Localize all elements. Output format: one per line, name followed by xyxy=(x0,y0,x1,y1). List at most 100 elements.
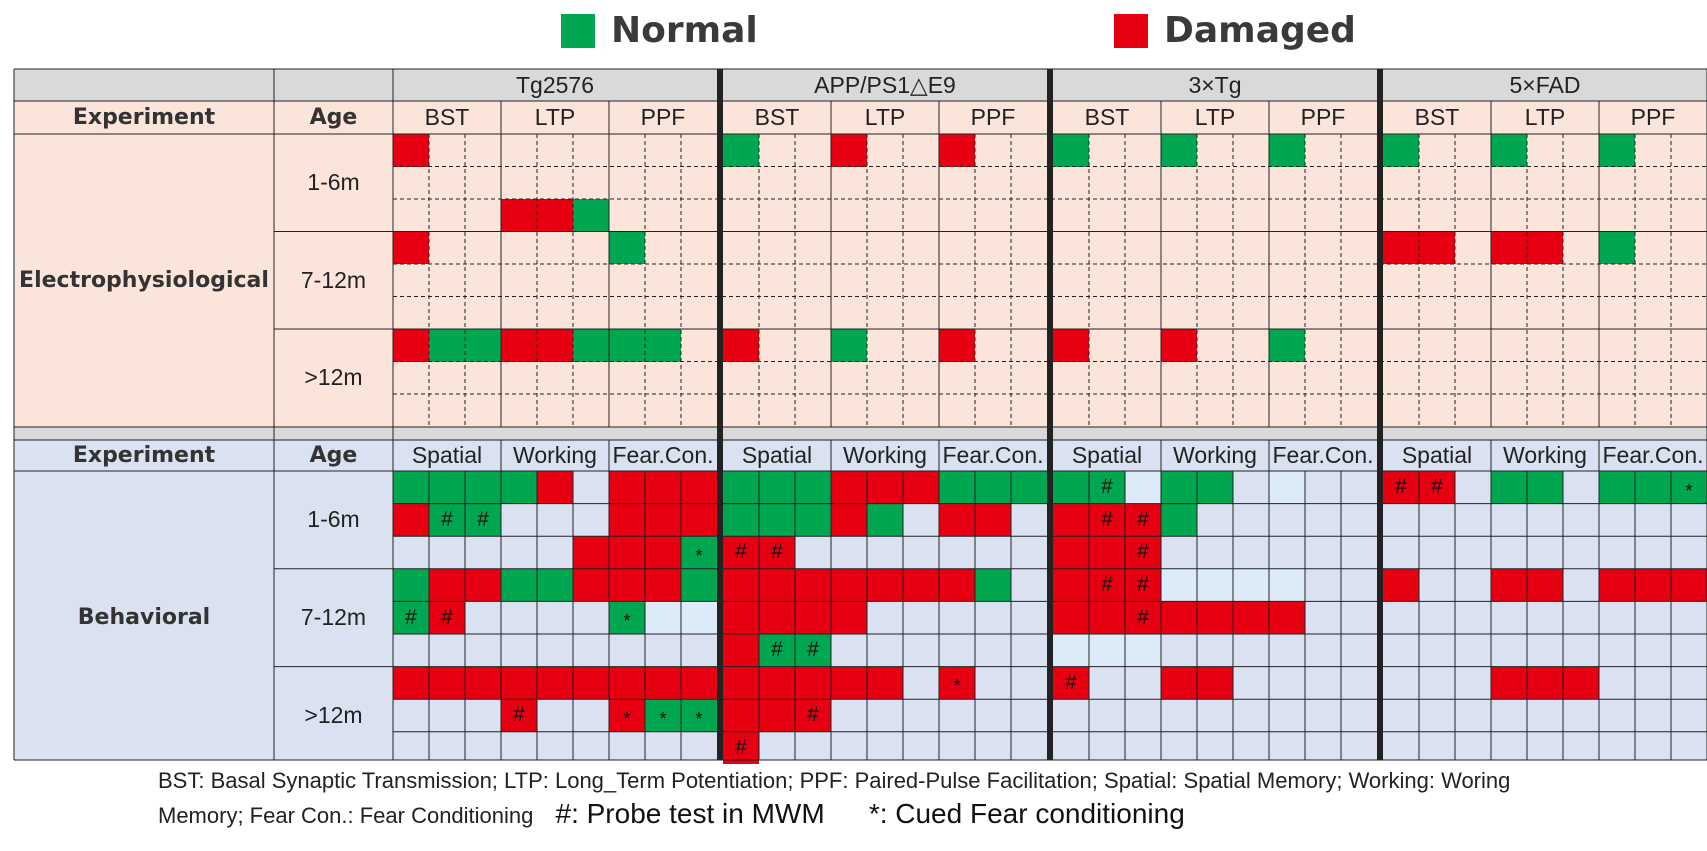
behavioral-cell xyxy=(759,699,795,732)
behavioral-cell xyxy=(429,503,465,537)
behavioral-section-label: Behavioral xyxy=(77,605,211,631)
footnote-cued-fear: *: Cued Fear conditioning xyxy=(868,798,1185,829)
behavioral-age-label: 1-6m xyxy=(307,506,360,533)
electro-cell xyxy=(465,329,501,362)
legend-damaged-label: Damaged xyxy=(1164,10,1356,51)
electro-cell xyxy=(1053,329,1089,362)
behavioral-cell xyxy=(645,503,681,537)
subcat-header: Working xyxy=(513,442,597,468)
hash-marker: # xyxy=(441,507,453,531)
hash-marker: # xyxy=(1101,507,1113,531)
behavioral-cell xyxy=(1089,471,1125,504)
electro-cell xyxy=(537,329,573,362)
behavioral-cell xyxy=(429,601,465,634)
behavioral-cell xyxy=(795,568,831,602)
behavioral-cell xyxy=(1053,601,1089,634)
electro-cell xyxy=(939,134,975,167)
behavioral-cell xyxy=(573,536,609,569)
behavioral-cell xyxy=(1197,601,1233,634)
subcat-header: Working xyxy=(1173,442,1257,468)
behavioral-cell xyxy=(1161,666,1197,700)
behavioral-cell xyxy=(1053,666,1089,700)
model-header: APP/PS1△E9 xyxy=(814,71,956,98)
behavioral-cell xyxy=(1383,471,1419,504)
footnotes: BST: Basal Synaptic Transmission; LTP: L… xyxy=(158,764,1698,832)
behavioral-cell xyxy=(1491,471,1527,504)
behavioral-cell xyxy=(681,699,717,732)
behavioral-cell xyxy=(867,503,903,537)
model-header: 5×FAD xyxy=(1509,71,1581,98)
behavioral-cell xyxy=(939,568,975,602)
subcat-header: Fear.Con. xyxy=(612,442,714,468)
behavioral-cell xyxy=(609,536,645,569)
electro-cell xyxy=(723,134,759,167)
subcat-header: BST xyxy=(424,104,470,130)
behavioral-cell xyxy=(723,666,759,700)
behavioral-cell xyxy=(573,666,609,700)
behavioral-cell xyxy=(831,568,867,602)
behavioral-cell xyxy=(1527,568,1563,602)
age-header: Age xyxy=(309,105,358,130)
legend-normal-label: Normal xyxy=(611,10,758,51)
behavioral-cell xyxy=(1419,471,1455,504)
behavioral-cell xyxy=(1053,568,1089,602)
behavioral-cell xyxy=(501,471,537,504)
hash-marker: # xyxy=(1137,507,1149,531)
behavioral-cell xyxy=(1491,568,1527,602)
behavioral-cell xyxy=(795,503,831,537)
behavioral-cell xyxy=(393,568,429,602)
behavioral-cell xyxy=(1671,471,1707,504)
behavioral-cell xyxy=(609,699,645,732)
behavioral-cell xyxy=(1125,471,1161,504)
behavioral-cell xyxy=(759,536,795,569)
behavioral-cell xyxy=(501,568,537,602)
behavioral-cell xyxy=(645,666,681,700)
electro-cell xyxy=(393,231,429,264)
behavioral-cell xyxy=(537,666,573,700)
electro-age-label: 1-6m xyxy=(307,169,360,196)
behavioral-cell xyxy=(723,601,759,634)
behavioral-age-label: 7-12m xyxy=(300,604,367,631)
behavioral-cell xyxy=(681,568,717,602)
legend-damaged-swatch xyxy=(1114,13,1148,48)
behavioral-cell xyxy=(645,568,681,602)
subcat-header: PPF xyxy=(640,104,686,130)
behavioral-cell xyxy=(1125,568,1161,602)
star-marker: * xyxy=(623,708,631,729)
behavioral-cell xyxy=(1527,471,1563,504)
subcat-header: PPF xyxy=(1630,104,1676,130)
behavioral-cell xyxy=(939,471,975,504)
electro-age-label: 7-12m xyxy=(300,266,367,293)
behavioral-cell xyxy=(1233,568,1269,602)
behavioral-cell xyxy=(1125,503,1161,537)
star-marker: * xyxy=(953,676,961,697)
legend-damaged: Damaged xyxy=(1114,10,1356,51)
hash-marker: # xyxy=(1137,540,1149,564)
behavioral-cell xyxy=(1383,568,1419,602)
behavioral-cell xyxy=(1125,634,1161,667)
behavioral-cell xyxy=(1635,471,1671,504)
hash-marker: # xyxy=(1137,573,1149,597)
behavioral-cell xyxy=(723,731,759,765)
behavioral-cell xyxy=(975,503,1011,537)
behavioral-cell xyxy=(681,666,717,700)
model-header: Tg2576 xyxy=(515,71,594,98)
behavioral-cell xyxy=(645,601,681,634)
behavioral-cell xyxy=(1269,568,1305,602)
subcat-header: Fear.Con. xyxy=(1272,442,1374,468)
electro-cell xyxy=(645,329,681,362)
star-marker: * xyxy=(623,611,631,632)
hash-marker: # xyxy=(807,703,819,727)
electro-cell xyxy=(393,329,429,362)
behavioral-cell xyxy=(1161,503,1197,537)
experiment-header: Experiment xyxy=(72,105,216,130)
behavioral-cell xyxy=(831,666,867,700)
footnote-line-2-row: Memory; Fear Con.: Fear Conditioning #: … xyxy=(158,797,1698,832)
subcat-header: BST xyxy=(1414,104,1460,130)
behavioral-cell xyxy=(429,666,465,700)
subcat-header: Fear.Con. xyxy=(942,442,1044,468)
behavioral-cell xyxy=(645,471,681,504)
behavioral-cell xyxy=(1053,471,1089,504)
behavioral-cell xyxy=(609,503,645,537)
